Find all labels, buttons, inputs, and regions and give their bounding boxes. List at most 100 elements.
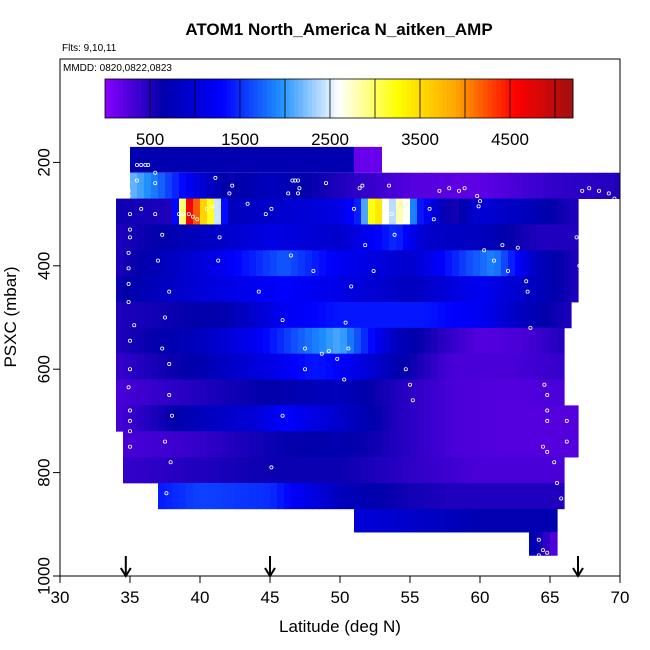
sample-point [139,206,144,211]
heatmap-cell-4 [256,250,264,277]
heatmap-cell-11 [298,431,306,458]
heatmap-cell-13 [459,482,467,510]
colorbar-swatch [289,79,295,118]
heatmap-cell-9 [151,379,159,406]
heatmap-cell-8 [522,353,530,380]
heatmap-cell-2 [130,198,138,225]
colorbar-swatch [442,79,448,118]
heatmap-cell-1 [410,172,418,199]
heatmap-cell-10 [221,405,229,432]
colorbar-swatch [429,79,434,118]
heatmap-cell-2 [137,198,145,225]
heatmap-cell-8 [368,353,376,380]
sample-point [570,372,575,377]
heatmap-cell-3 [564,224,572,251]
heatmap-cell-12 [347,457,355,484]
heatmap-cell-2 [410,198,418,225]
heatmap-cell-10 [417,405,425,432]
colorbar-swatch [555,79,560,118]
heatmap-cell-14 [515,508,523,533]
heatmap-cell-13 [228,482,236,510]
heatmap-cell-13 [221,482,229,510]
heatmap-cell-8 [312,353,320,380]
sample-point [127,444,132,449]
heatmap-cell-11 [305,431,313,458]
colorbar-swatch [438,79,443,118]
heatmap-cell-5 [291,276,299,303]
heatmap-cell-8 [494,353,502,380]
heatmap-cell-2 [550,198,558,225]
heatmap-cell-11 [221,431,229,458]
heatmap-cell-7 [305,327,313,355]
heatmap-cell-10 [340,405,348,432]
sample-point [346,346,351,351]
heatmap-cell-3 [508,224,516,251]
heatmap-cell-4 [263,250,271,277]
colorbar-tick-label: 500 [136,130,164,149]
heatmap-cell-13 [522,482,530,510]
heatmap-cell-7 [263,327,271,355]
heatmap-cell-11 [130,431,138,458]
heatmap-cell-3 [438,224,446,251]
heatmap-cell-9 [361,379,369,406]
heatmap-cell-3 [186,224,194,251]
sample-point [326,349,331,354]
sample-point [564,511,569,516]
heatmap-cell-10 [424,405,432,432]
colorbar-swatch [519,79,524,118]
heatmap-cell-2 [116,198,124,225]
heatmap-cell-5 [186,276,194,303]
heatmap-cell-5 [375,276,383,303]
heatmap-cell-12 [389,457,397,484]
heatmap-cell-9 [354,379,362,406]
heatmap-cell-13 [179,482,187,510]
sample-point [580,188,585,193]
heatmap-cell-6 [473,301,481,329]
sample-point [545,449,550,454]
heatmap-cell-7 [550,327,558,355]
colorbar-swatch [199,79,205,118]
heatmap-cell-13 [389,482,397,510]
heatmap-cell-1 [494,172,502,199]
heatmap-cell-1 [165,172,173,199]
heatmap-cell-4 [459,250,467,277]
heatmap-cell-4 [298,250,306,277]
sample-point [536,537,541,542]
colorbar-swatch [456,79,461,118]
heatmap-cell-9 [165,379,173,406]
sample-point [167,289,172,294]
heatmap-cell-4 [522,250,530,277]
heatmap-cell-1 [228,172,236,199]
sample-point [256,289,261,294]
heatmap-cell-2 [207,198,215,225]
sample-point [153,170,158,175]
heatmap-cell-6 [536,301,544,329]
heatmap-cell-8 [200,353,208,380]
heatmap-cell-9 [487,379,495,406]
heatmap-cell-6 [431,301,439,329]
heatmap-cell-8 [116,353,124,380]
heatmap-cell-6 [193,301,201,329]
sample-point [126,299,131,304]
heatmap-cell-3 [375,224,383,251]
heatmap-cell-9 [291,379,299,406]
colorbar-swatch [451,79,457,118]
heatmap-cell-1 [256,172,264,199]
heatmap-cell-2 [179,198,187,225]
heatmap-cell-13 [319,482,327,510]
heatmap-cell-1 [459,172,467,199]
heatmap-cell-9 [179,379,187,406]
heatmap-cell-11 [179,431,187,458]
heatmap-cell-7 [522,327,530,355]
heatmap-cell-13 [200,482,208,510]
heatmap-cell-7 [151,327,159,355]
heatmap-cell-2 [291,198,299,225]
colorbar-swatch [541,79,547,118]
heatmap-cell-14 [389,508,397,533]
heatmap-cell-4 [543,250,551,277]
heatmap-cell-3 [123,224,131,251]
y-tick-label: 600 [34,355,53,383]
heatmap-cell-1 [564,172,572,199]
heatmap-cell-7 [494,327,502,355]
heatmap-cell-10 [550,405,558,432]
